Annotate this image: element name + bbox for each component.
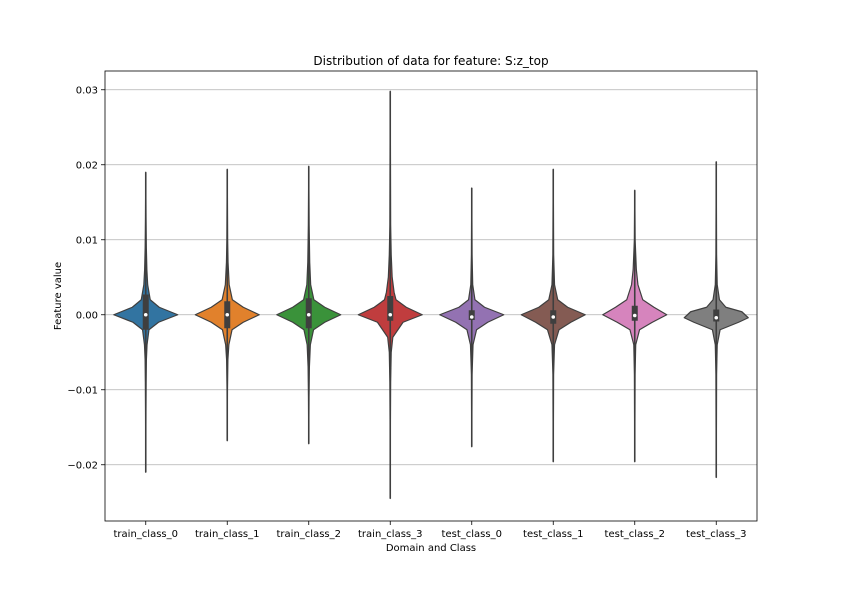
violin-iqr-box: [468, 310, 475, 320]
grid-layer: [105, 89, 757, 466]
x-tick-label: train_class_0: [114, 529, 178, 540]
violin-train_class_0: [113, 171, 179, 473]
violin-median-dot: [632, 313, 637, 318]
violin-test_class_0: [439, 187, 505, 448]
y-tick-label: 0.03: [76, 85, 98, 96]
y-tick-label: −0.01: [67, 385, 98, 396]
x-tick-label: test_class_3: [686, 529, 746, 540]
violin-iqr-box: [387, 296, 394, 321]
violin-median-dot: [143, 312, 148, 317]
violin-median-dot: [225, 312, 230, 317]
violin-iqr-box: [631, 305, 638, 321]
violin-median-dot: [388, 312, 393, 317]
violin-median-dot: [306, 312, 311, 317]
x-axis-label: Domain and Class: [386, 543, 476, 554]
x-tick-label: test_class_1: [523, 529, 583, 540]
violin-test_class_3: [683, 161, 749, 479]
plot-frame: [104, 70, 758, 522]
y-tick-label: 0.01: [76, 235, 98, 246]
violin-test_class_2: [602, 189, 668, 463]
x-tick-label: train_class_2: [277, 529, 341, 540]
violin-median-dot: [551, 315, 556, 319]
y-tick-label: −0.02: [67, 460, 98, 471]
violin-train_class_2: [276, 165, 342, 445]
y-tick-label: 0.02: [76, 160, 98, 171]
x-tick-label: train_class_3: [358, 529, 422, 540]
x-tick-label: test_class_0: [442, 529, 502, 540]
x-tick-label: train_class_1: [195, 529, 259, 540]
violin-test_class_1: [520, 168, 586, 463]
violin-iqr-box: [142, 294, 149, 330]
x-ticks: train_class_0 train_class_1 train_class_2 t…: [114, 521, 746, 540]
violin-layer: [113, 90, 749, 500]
y-ticks: −0.02 −0.01 0.00 0.01 0.02 0.03: [67, 85, 105, 471]
violin-train_class_3: [357, 90, 423, 500]
y-tick-label: 0.00: [76, 310, 98, 321]
x-tick-label: test_class_2: [605, 529, 665, 540]
violin-train_class_1: [194, 168, 260, 442]
violin-median-dot: [469, 315, 474, 319]
violin-iqr-box: [713, 309, 720, 322]
violin-median-dot: [714, 315, 719, 320]
y-axis-label: Feature value: [53, 262, 64, 330]
chart-title: Distribution of data for feature: S:z_to…: [313, 54, 548, 68]
